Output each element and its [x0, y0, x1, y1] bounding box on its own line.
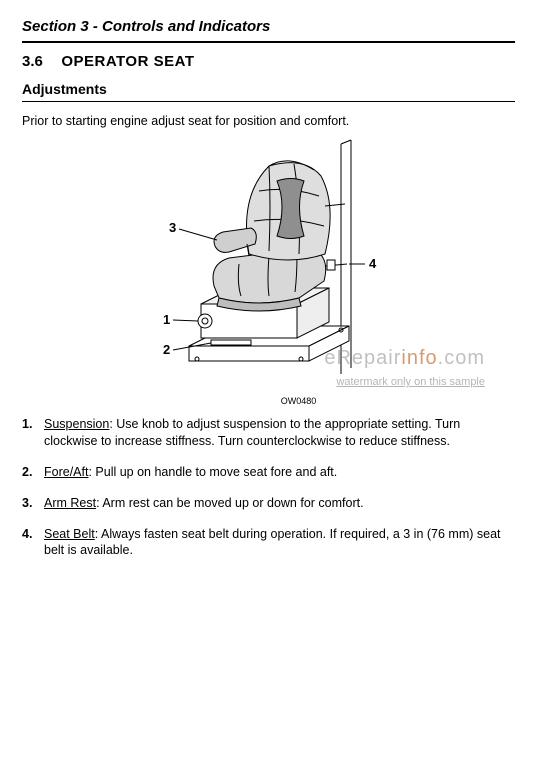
definition-term: Seat Belt — [44, 527, 95, 541]
definition-item: Fore/Aft: Pull up on handle to move seat… — [22, 464, 515, 481]
section-header: Section 3 - Controls and Indicators — [22, 18, 515, 43]
seat-diagram: 1 2 3 4 — [119, 136, 419, 396]
subheading: Adjustments — [22, 81, 515, 97]
section-number: 3.6 — [22, 53, 43, 70]
definition-item: Seat Belt: Always fasten seat belt durin… — [22, 526, 515, 560]
watermark-suffix: .com — [438, 347, 485, 369]
callout-3: 3 — [169, 220, 176, 235]
definitions-list: Suspension: Use knob to adjust suspensio… — [22, 416, 515, 559]
definition-term: Arm Rest — [44, 496, 96, 510]
callout-4: 4 — [369, 256, 377, 271]
callout-1: 1 — [163, 312, 170, 327]
definition-text: : Pull up on handle to move seat fore an… — [88, 465, 337, 479]
figure-code: OW0480 — [82, 396, 515, 406]
definition-term: Fore/Aft — [44, 465, 88, 479]
definition-text: : Arm rest can be moved up or down for c… — [96, 496, 363, 510]
intro-text: Prior to starting engine adjust seat for… — [22, 114, 515, 128]
definition-item: Suspension: Use knob to adjust suspensio… — [22, 416, 515, 450]
section-title: OPERATOR SEAT — [61, 53, 194, 70]
rule — [22, 101, 515, 102]
figure-wrap: 1 2 3 4 eRepairinfo.com watermark only o… — [22, 136, 515, 396]
definition-term: Suspension — [44, 417, 109, 431]
callout-2: 2 — [163, 342, 170, 357]
definition-text: : Always fasten seat belt during operati… — [44, 527, 501, 558]
section-title-row: 3.6 OPERATOR SEAT — [22, 53, 515, 71]
definition-item: Arm Rest: Arm rest can be moved up or do… — [22, 495, 515, 512]
